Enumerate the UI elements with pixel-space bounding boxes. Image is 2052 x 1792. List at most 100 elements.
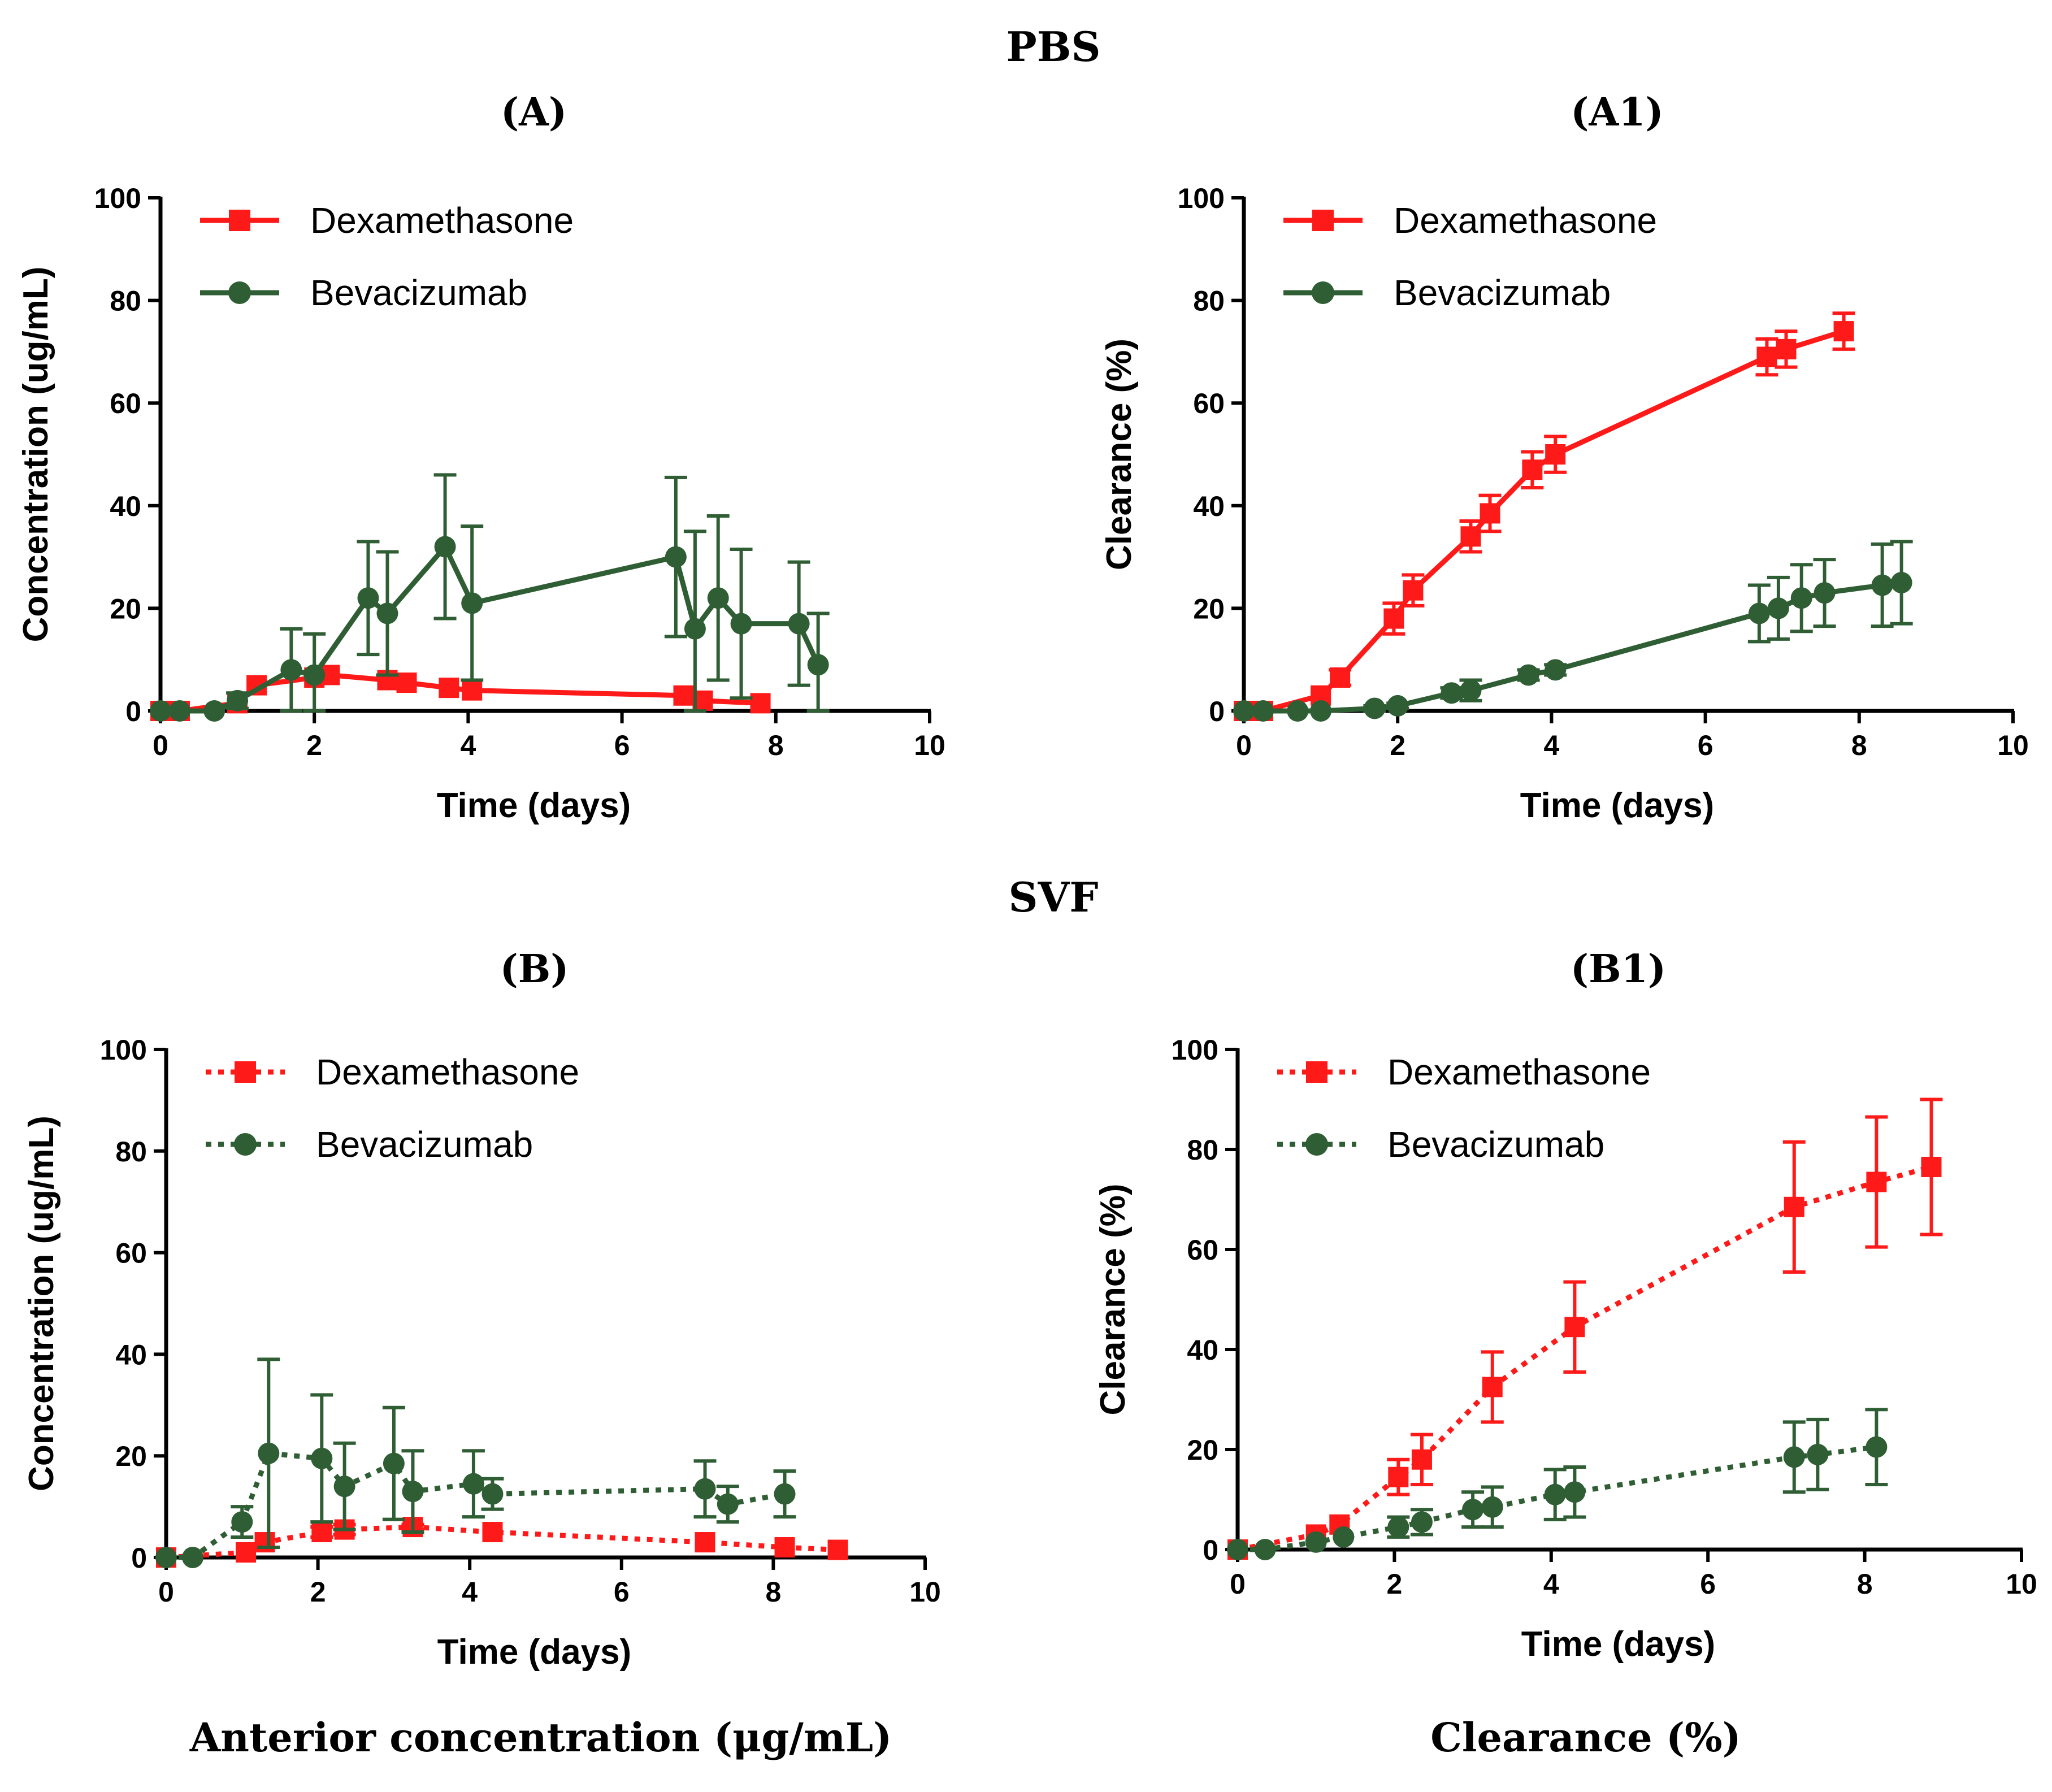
data-point (1545, 659, 1567, 681)
data-point (461, 592, 483, 614)
data-point (357, 587, 379, 609)
chart-panel-a1: (A1) 0 20 40 60 80 100 0 2 4 6 8 10 Time (days) Cleara… (1100, 90, 2029, 825)
x-tick-label: 0 (158, 1576, 174, 1608)
y-tick-label: 60 (1187, 1234, 1218, 1266)
y-axis-label: Clearance (%) (1100, 339, 1139, 570)
y-tick-label: 100 (100, 1034, 147, 1066)
panel-title-b: (B) (500, 947, 569, 992)
data-point (1522, 459, 1543, 480)
data-point (1460, 679, 1482, 701)
data-point (482, 1522, 503, 1543)
data-point (462, 680, 483, 701)
y-tick-label: 80 (1187, 1134, 1218, 1166)
data-point (254, 1532, 275, 1553)
legend-label: Bevacizumab (310, 272, 527, 313)
x-axis-label: Time (days) (1521, 1625, 1715, 1664)
series-bevacizumab: Bevacizumab (1227, 1124, 1888, 1560)
data-point (1310, 700, 1332, 722)
y-tick-label: 20 (110, 593, 141, 624)
x-tick-label: 4 (1543, 730, 1559, 761)
data-point (1460, 526, 1481, 547)
data-point (1333, 1526, 1355, 1548)
series-line (1244, 328, 1845, 714)
data-point (717, 1493, 739, 1515)
data-point (1517, 664, 1539, 686)
data-point (1784, 1196, 1804, 1217)
section-title-pbs: PBS (1007, 23, 1101, 71)
y-tick-label: 0 (131, 1542, 147, 1574)
data-point (258, 1442, 280, 1464)
data-point (1767, 597, 1789, 619)
data-point (1866, 1436, 1888, 1458)
legend-marker (1306, 1061, 1327, 1083)
data-point (695, 1532, 715, 1553)
legend-label: Bevacizumab (1387, 1124, 1604, 1165)
data-point (311, 1447, 333, 1469)
chart-panel-b: (B) 0 20 40 60 80 100 0 2 4 6 8 10 Time (days) Concent… (22, 947, 941, 1672)
legend-marker (1312, 281, 1334, 304)
x-tick-label: 2 (1390, 730, 1405, 761)
data-point (1403, 580, 1424, 601)
data-point (1481, 1496, 1503, 1518)
data-point (730, 613, 752, 635)
legend-label: Dexamethasone (1394, 200, 1657, 241)
data-point (774, 1537, 795, 1558)
x-tick-label: 2 (306, 730, 322, 761)
caption-anterior-concentration: Anterior concentration (μg/mL) (189, 1714, 892, 1761)
legend-marker (234, 1133, 257, 1156)
data-point (203, 700, 225, 722)
data-point (1544, 1483, 1566, 1505)
x-tick-label: 4 (1543, 1568, 1559, 1600)
data-point (1441, 682, 1463, 704)
legend-marker (235, 1061, 256, 1083)
data-point (280, 659, 302, 681)
data-point (1411, 1511, 1433, 1533)
y-tick-label: 100 (1178, 183, 1225, 214)
y-tick-label: 20 (1187, 1434, 1218, 1466)
x-axis-label: Time (days) (1520, 786, 1714, 825)
section-title-svf: SVF (1009, 873, 1099, 921)
data-point (807, 654, 829, 676)
data-point (169, 700, 191, 722)
data-point (788, 613, 810, 635)
data-point (236, 1542, 257, 1563)
y-tick-label: 60 (110, 388, 141, 419)
data-point (402, 1481, 424, 1503)
data-point (774, 1483, 796, 1505)
x-tick-label: 6 (1700, 1568, 1716, 1600)
data-point (182, 1547, 204, 1568)
y-tick-label: 40 (110, 491, 141, 522)
legend-label: Dexamethasone (1387, 1052, 1651, 1092)
panel-title-a1: (A1) (1571, 90, 1663, 135)
data-point (1227, 1539, 1248, 1560)
data-point (1814, 582, 1836, 604)
x-tick-label: 6 (614, 730, 630, 761)
data-point (673, 685, 694, 706)
chart-panel-b1: (B1) 0 20 40 60 80 100 0 2 4 6 8 10 Time (days) Cleara… (1094, 947, 2037, 1664)
data-point (1387, 1516, 1409, 1538)
y-tick-label: 20 (1193, 593, 1225, 624)
data-point (462, 1473, 484, 1495)
x-tick-label: 6 (1698, 730, 1713, 761)
data-point (1871, 574, 1893, 596)
panel-title-b1: (B1) (1571, 947, 1666, 992)
legend-label: Dexamethasone (316, 1052, 579, 1092)
y-tick-label: 40 (115, 1339, 147, 1370)
data-point (396, 672, 417, 693)
data-point (1233, 700, 1255, 722)
x-tick-label: 0 (1230, 1568, 1246, 1600)
series-line (160, 544, 821, 714)
data-point (155, 1547, 177, 1568)
data-point (1383, 608, 1404, 629)
data-point (481, 1483, 504, 1505)
legend-label: Dexamethasone (310, 200, 574, 241)
x-axis-label: Time (days) (437, 1633, 631, 1672)
legend-marker (228, 281, 251, 304)
data-point (827, 1539, 848, 1560)
data-point (1833, 321, 1854, 342)
x-tick-label: 6 (614, 1576, 630, 1608)
data-point (1545, 444, 1566, 465)
y-tick-label: 60 (115, 1238, 147, 1269)
y-tick-label: 40 (1187, 1334, 1218, 1366)
data-point (694, 1478, 716, 1500)
